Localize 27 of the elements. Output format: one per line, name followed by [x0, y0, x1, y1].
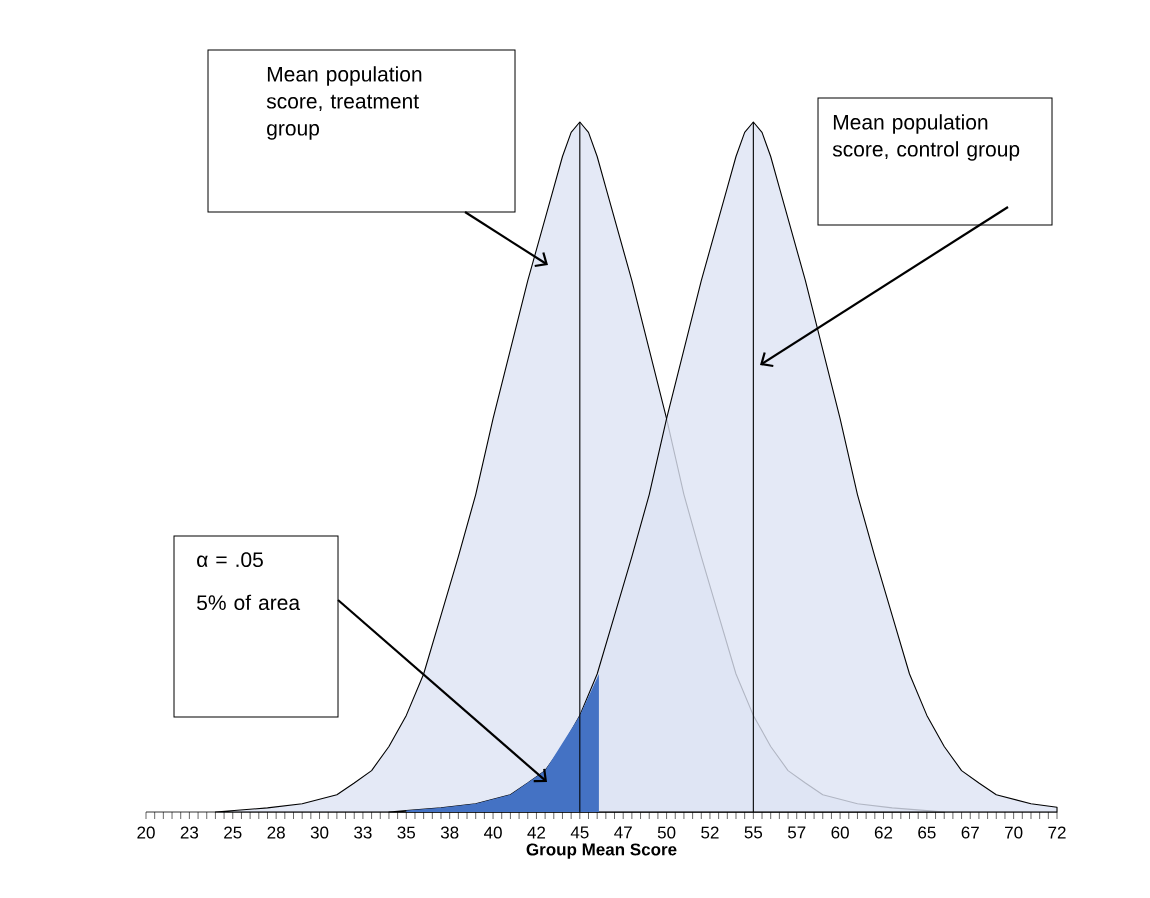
x-tick-label: 62 — [874, 826, 893, 839]
x-tick-label: 67 — [961, 826, 979, 839]
x-tick-label: 65 — [918, 826, 936, 839]
x-tick-label: 23 — [180, 826, 199, 839]
x-tick-label: 28 — [267, 826, 285, 839]
x-tick-label: 42 — [527, 826, 546, 839]
x-tick-label: 47 — [614, 826, 632, 839]
annotation: Mean population score, control group — [832, 114, 1020, 161]
x-tick-label: 57 — [787, 826, 806, 839]
x-tick-label: 70 — [1005, 826, 1023, 839]
x-tick-label: 30 — [310, 826, 329, 839]
x-tick-label: 55 — [744, 826, 763, 839]
x-tick-label: 35 — [397, 826, 416, 839]
x-tick-label: 40 — [483, 826, 502, 839]
x-tick-label: 50 — [657, 826, 676, 839]
x-tick-label: 20 — [137, 826, 155, 839]
x-tick-label: 38 — [440, 826, 459, 839]
x-axis-title: Group Mean Score — [526, 843, 677, 859]
x-tick-label: 72 — [1048, 826, 1066, 839]
annotation: Mean population score, treatment group — [266, 66, 422, 140]
x-tick-label: 33 — [354, 826, 372, 839]
x-tick-label: 45 — [570, 826, 589, 839]
x-tick-label: 52 — [701, 826, 719, 839]
x-tick-label: 60 — [831, 826, 849, 839]
x-tick-label: 25 — [224, 826, 242, 839]
annotation: 5% of area — [197, 594, 301, 611]
annotation: α = .05 — [197, 552, 263, 568]
